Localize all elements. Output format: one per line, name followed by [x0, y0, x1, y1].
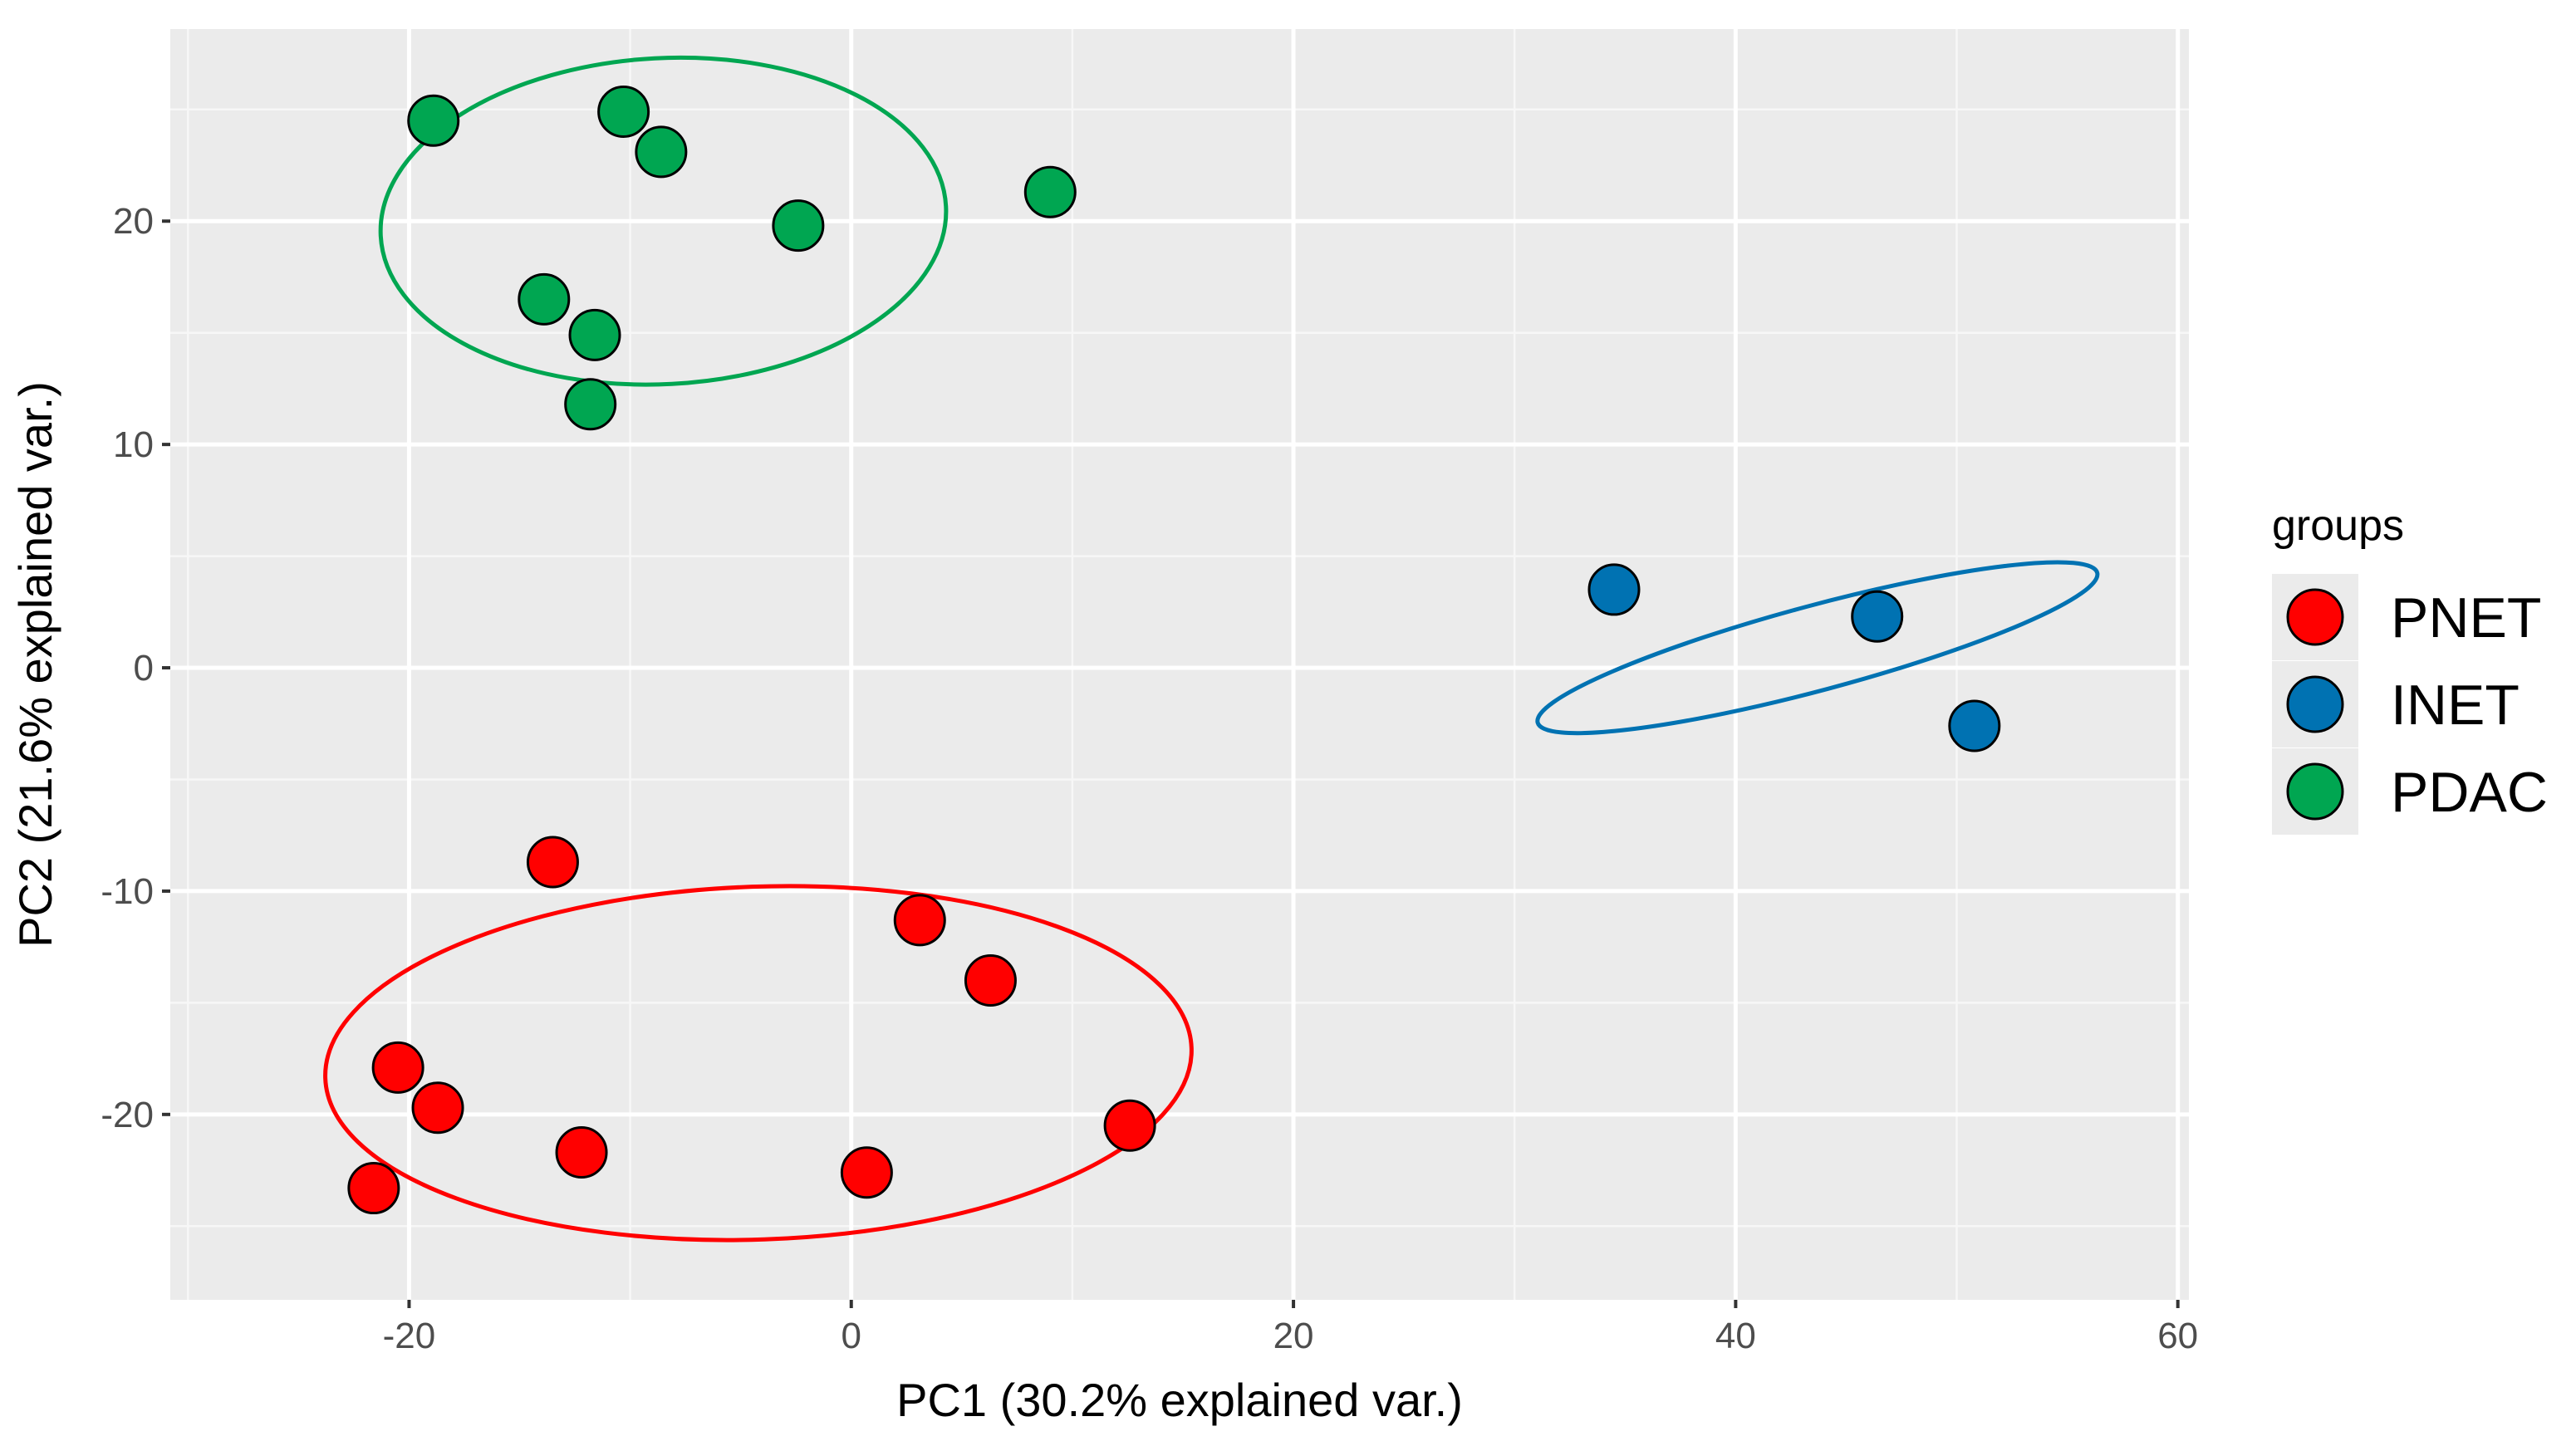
point-pdac [772, 199, 825, 252]
grid-minor [170, 29, 2189, 1300]
y-tick-label: -20 [101, 1095, 154, 1135]
legend-label-inet: INET [2391, 674, 2520, 737]
point-inet [1587, 563, 1641, 616]
point-pdac [597, 85, 650, 138]
point-pnet [1103, 1099, 1156, 1152]
x-axis-ticks: -20 0 20 40 60 [383, 1300, 2198, 1356]
ellipse-pnet [323, 884, 1194, 1242]
x-tick-label: 20 [1273, 1316, 1314, 1356]
x-tick-label: 0 [841, 1316, 861, 1356]
confidence-ellipses [323, 55, 2100, 1242]
point-pdac [407, 94, 460, 147]
legend-key-pnet [2286, 588, 2344, 646]
y-tick-label: 0 [134, 648, 154, 689]
y-tick-label: -10 [101, 871, 154, 912]
point-pnet [526, 836, 579, 889]
x-tick-label: 60 [2157, 1316, 2198, 1356]
point-pdac [1023, 165, 1077, 218]
ellipse-pdac [378, 55, 949, 387]
point-pnet [840, 1146, 893, 1199]
point-pdac [564, 378, 617, 431]
x-tick-label: 40 [1715, 1316, 1756, 1356]
legend-label-pdac: PDAC [2391, 761, 2548, 824]
legend-title: groups [2272, 502, 2404, 550]
x-tick-label: -20 [383, 1316, 436, 1356]
y-tick-label: 20 [113, 201, 154, 242]
y-tick-label: 10 [113, 424, 154, 465]
legend-key-inet [2286, 675, 2344, 733]
legend-items: PNET INET PDAC [2272, 574, 2548, 835]
x-axis-title: PC1 (30.2% explained var.) [896, 1374, 1463, 1426]
point-pdac [568, 308, 621, 361]
ellipse-inet [1535, 560, 2100, 736]
legend-label-pnet: PNET [2391, 586, 2541, 649]
point-inet [1948, 699, 2001, 752]
point-inet [1851, 590, 1904, 643]
legend: groups PNET INET PDAC [2272, 502, 2548, 835]
point-pnet [893, 894, 946, 947]
y-axis-ticks: -20 -10 0 10 20 [101, 201, 170, 1135]
point-pnet [964, 953, 1017, 1007]
point-pnet [347, 1162, 400, 1215]
point-pnet [411, 1081, 464, 1135]
grid-major [170, 29, 2189, 1300]
point-pdac [518, 272, 571, 326]
point-pnet [371, 1041, 424, 1094]
data-points [347, 85, 2001, 1215]
point-pnet [555, 1126, 608, 1179]
point-pdac [635, 125, 688, 179]
legend-key-pdac [2286, 762, 2344, 821]
y-axis-title: PC2 (21.6% explained var.) [9, 381, 61, 948]
